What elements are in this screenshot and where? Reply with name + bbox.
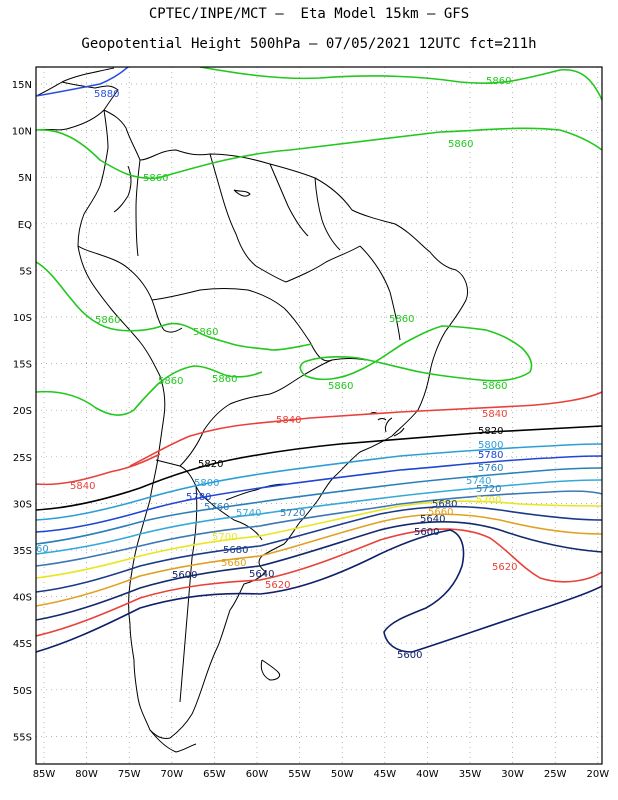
lon-tick-label: 65W xyxy=(203,769,226,780)
latitude-axis-labels: 15N 10N 5N EQ 5S 10S 15S 20S 25S 30S 35S 40S 45S 50S 5… xyxy=(12,80,32,743)
contour-label-5780: 5780 xyxy=(186,492,211,503)
geopotential-contours xyxy=(36,67,602,653)
lat-tick-label: 5S xyxy=(19,266,32,277)
contour-label-5780: 5780 xyxy=(478,450,503,461)
contour-label-5600: 5600 xyxy=(397,650,422,661)
contour-5840 xyxy=(36,453,161,486)
lon-tick-label: 30W xyxy=(501,769,524,780)
lat-tick-label: EQ xyxy=(18,220,32,231)
contour-5620 xyxy=(36,528,602,637)
contour-5820 xyxy=(36,425,602,511)
lat-tick-label: 5N xyxy=(18,173,32,184)
contour-label-5860: 5860 xyxy=(143,173,168,184)
map-title-line1: CPTEC/INPE/MCT – Eta Model 15km – GFS xyxy=(148,6,470,22)
contour-value-labels: 5880 5860 5860 5860 5860 5860 5860 5860 5860 5860… xyxy=(36,76,517,661)
contour-5840 xyxy=(129,391,602,467)
lon-tick-label: 75W xyxy=(118,769,141,780)
map-background xyxy=(36,67,602,764)
lat-tick-label: 45S xyxy=(13,639,32,650)
contour-label-5820: 5820 xyxy=(198,459,223,470)
lon-tick-label: 80W xyxy=(75,769,98,780)
contour-5780 xyxy=(36,455,602,533)
lon-tick-label: 25W xyxy=(544,769,567,780)
contour-label-5740: 5740 xyxy=(466,476,491,487)
map-frame xyxy=(35,66,603,765)
contour-label-60: 60 xyxy=(36,544,49,555)
contour-label-5860: 5860 xyxy=(212,374,237,385)
contour-label-5600: 5600 xyxy=(172,570,197,581)
contour-5740 xyxy=(36,479,602,555)
lat-tick-label: 50S xyxy=(13,686,32,697)
contour-label-5860: 5860 xyxy=(95,315,120,326)
contour-label-5820: 5820 xyxy=(478,426,503,437)
lat-tick-label: 15N xyxy=(12,80,32,91)
lat-tick-label: 10N xyxy=(12,127,32,138)
contour-label-5740: 5740 xyxy=(236,508,261,519)
lon-tick-label: 50W xyxy=(331,769,354,780)
contour-label-5640: 5640 xyxy=(249,569,274,580)
contour-label-5860: 5860 xyxy=(482,381,507,392)
contour-label-5720: 5720 xyxy=(476,484,501,495)
contour-5860 xyxy=(299,325,533,382)
contour-5660 xyxy=(36,513,602,607)
contour-label-5800: 5800 xyxy=(478,440,503,451)
contour-label-5860: 5860 xyxy=(448,139,473,150)
contour-label-5860: 5860 xyxy=(486,76,511,87)
contour-label-5840: 5840 xyxy=(276,415,301,426)
lon-tick-label: 20W xyxy=(586,769,609,780)
contour-5880 xyxy=(36,67,129,97)
lat-tick-label: 55S xyxy=(13,732,32,743)
lat-tick-label: 40S xyxy=(13,593,32,604)
contour-5700 xyxy=(36,500,602,579)
longitude-axis-labels: 85W 80W 75W 70W 65W 60W 55W 50W 45W 40W 35W 30W 25W 2… xyxy=(33,769,610,780)
contour-label-5600: 5600 xyxy=(414,527,439,538)
map-title-line2: Geopotential Height 500hPa – 07/05/2021 … xyxy=(81,36,537,52)
contour-label-5640: 5640 xyxy=(420,514,445,525)
lat-tick-label: 30S xyxy=(13,499,32,510)
lon-tick-label: 45W xyxy=(373,769,396,780)
contour-label-5680: 5680 xyxy=(223,545,248,556)
contour-label-5700: 5700 xyxy=(212,532,237,543)
contour-label-5860: 5860 xyxy=(328,381,353,392)
lat-tick-label: 20S xyxy=(13,406,32,417)
lat-tick-label: 10S xyxy=(13,313,32,324)
contour-label-5760: 5760 xyxy=(478,463,503,474)
lon-tick-label: 85W xyxy=(33,769,56,780)
contour-5760 xyxy=(36,467,602,545)
contour-label-5800: 5800 xyxy=(194,478,219,489)
contour-label-5620: 5620 xyxy=(492,562,517,573)
contour-label-5620: 5620 xyxy=(265,580,290,591)
contour-label-5840: 5840 xyxy=(482,409,507,420)
contour-5860 xyxy=(36,127,602,180)
contour-label-5660: 5660 xyxy=(428,507,453,518)
contour-label-5880: 5880 xyxy=(94,89,119,100)
contour-5600 xyxy=(36,529,602,653)
contour-5720 xyxy=(36,490,602,567)
graticule-grid xyxy=(36,67,602,764)
contour-5860 xyxy=(36,261,313,351)
contour-label-5700: 5700 xyxy=(476,495,501,506)
contour-5800 xyxy=(36,443,602,521)
contour-5860 xyxy=(199,67,602,101)
lat-tick-label: 15S xyxy=(13,360,32,371)
lon-tick-label: 55W xyxy=(288,769,311,780)
lat-tick-label: 25S xyxy=(13,453,32,464)
contour-label-5720: 5720 xyxy=(280,508,305,519)
contour-5860 xyxy=(36,365,263,416)
lon-tick-label: 35W xyxy=(459,769,482,780)
contour-label-5860: 5860 xyxy=(193,327,218,338)
contour-label-5680: 5680 xyxy=(432,499,457,510)
contour-label-5860: 5860 xyxy=(158,376,183,387)
lon-tick-label: 70W xyxy=(160,769,183,780)
contour-label-5860: 5860 xyxy=(389,314,414,325)
lon-tick-label: 40W xyxy=(416,769,439,780)
lon-tick-label: 60W xyxy=(246,769,269,780)
contour-label-5840: 5840 xyxy=(70,481,95,492)
contour-5680 xyxy=(36,505,602,593)
lat-tick-label: 35S xyxy=(13,546,32,557)
contour-5640 xyxy=(36,520,602,621)
contour-label-5660: 5660 xyxy=(221,558,246,569)
contour-label-5760: 5760 xyxy=(204,502,229,513)
